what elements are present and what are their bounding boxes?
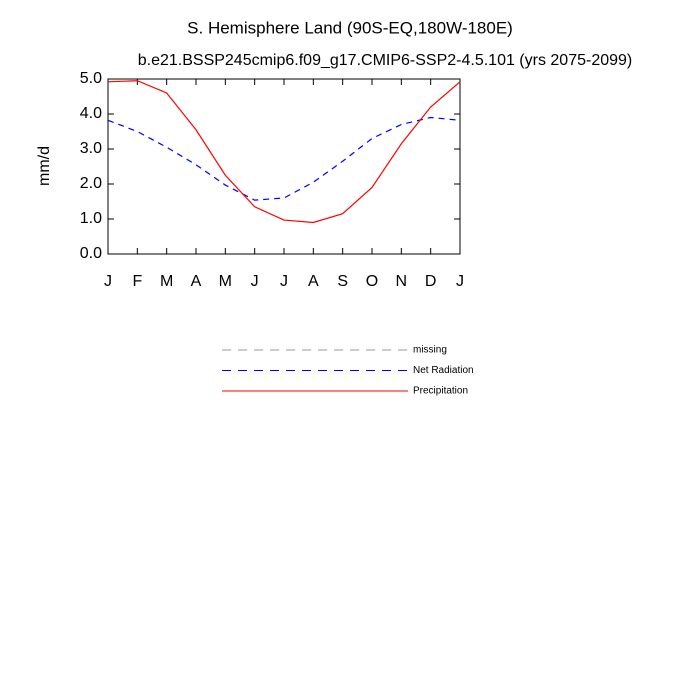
x-tick-label: A	[308, 273, 319, 290]
y-tick-label: 5.0	[80, 70, 102, 87]
series-line	[107, 80, 461, 224]
y-axis-label: mm/d	[36, 146, 53, 186]
y-tick-label: 3.0	[80, 140, 102, 157]
x-tick-label: M	[160, 273, 173, 290]
x-tick-label: J	[456, 273, 464, 290]
x-tick-label: A	[191, 273, 202, 290]
x-tick-label: J	[104, 273, 112, 290]
x-tick-label: N	[396, 273, 408, 290]
x-tick-label: M	[219, 273, 232, 290]
legend-label: missing	[413, 345, 447, 356]
series-line	[107, 116, 461, 201]
chart-title: S. Hemisphere Land (90S-EQ,180W-180E)	[187, 18, 513, 37]
x-tick-label: S	[337, 273, 348, 290]
legend-label: Precipitation	[413, 386, 468, 397]
y-tick-label: 1.0	[80, 210, 102, 227]
x-tick-label: J	[251, 273, 259, 290]
y-tick-label: 0.0	[80, 245, 102, 262]
y-tick-label: 2.0	[80, 175, 102, 192]
y-tick-label: 4.0	[80, 105, 102, 122]
chart-subtitle: b.e21.BSSP245cmip6.f09_g17.CMIP6-SSP2-4.…	[138, 52, 633, 69]
plot-frame	[107, 78, 461, 255]
x-tick-label: F	[132, 273, 142, 290]
legend-label: Net Radiation	[413, 365, 474, 376]
x-tick-label: J	[280, 273, 288, 290]
x-tick-label: O	[366, 273, 378, 290]
x-tick-label: D	[425, 273, 437, 290]
